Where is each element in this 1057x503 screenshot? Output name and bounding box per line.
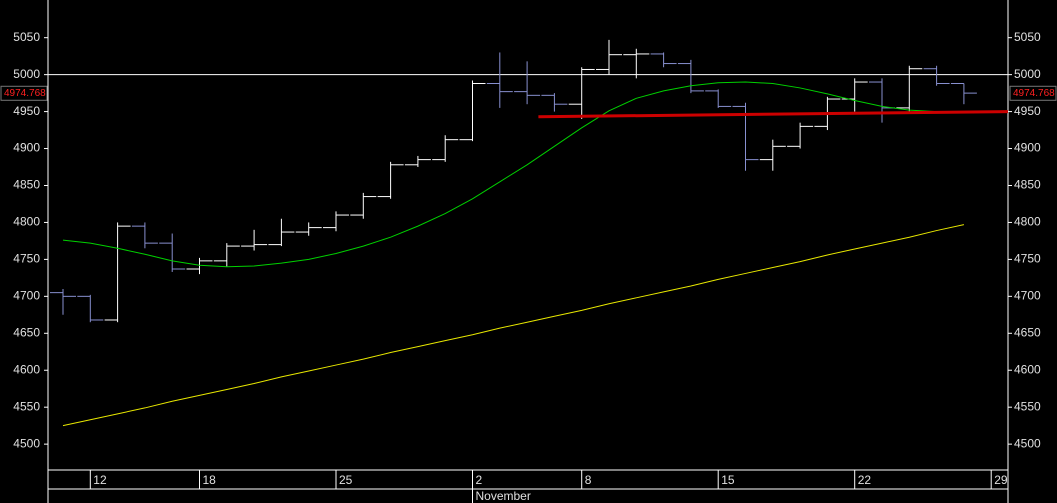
x-tick-label: 18: [203, 473, 217, 487]
x-tick-label: 29: [994, 473, 1008, 487]
y-tick-label-right: 4800: [1014, 215, 1041, 229]
y-tick-label-left: 4750: [13, 252, 40, 266]
y-tick-label-right: 4650: [1014, 325, 1041, 339]
trendline: [538, 110, 1009, 119]
y-tick-label-right: 4900: [1014, 141, 1041, 155]
y-tick-label-left: 4850: [13, 178, 40, 192]
x-tick-label: 8: [585, 473, 592, 487]
last-price-label: 4974.768: [1013, 88, 1055, 99]
y-tick-label-left: 4800: [13, 215, 40, 229]
y-tick-label-left: 4600: [13, 362, 40, 376]
y-tick-label-left: 4550: [13, 399, 40, 413]
y-tick-label-right: 4950: [1014, 104, 1041, 118]
month-label: November: [476, 489, 531, 503]
last-price-label: 4974.768: [4, 88, 46, 99]
y-tick-label-left: 4700: [13, 289, 40, 303]
y-tick-label-right: 4850: [1014, 178, 1041, 192]
x-tick-label: 2: [476, 473, 483, 487]
y-tick-label-right: 4550: [1014, 399, 1041, 413]
y-tick-label-left: 4950: [13, 104, 40, 118]
y-tick-label-left: 4900: [13, 141, 40, 155]
x-tick-label: 12: [93, 473, 107, 487]
y-tick-label-right: 4500: [1014, 436, 1041, 450]
x-tick-label: 15: [721, 473, 735, 487]
y-tick-label-right: 5000: [1014, 67, 1041, 81]
y-tick-label-left: 4500: [13, 436, 40, 450]
moving-average: [62, 81, 964, 268]
last-price-box: [0, 85, 48, 101]
y-tick-label-left: 5000: [13, 67, 40, 81]
y-tick-label-right: 4700: [1014, 289, 1041, 303]
x-tick-label: 22: [858, 473, 872, 487]
y-tick-label-right: 4750: [1014, 252, 1041, 266]
y-tick-label-right: 5050: [1014, 30, 1041, 44]
y-tick-label-left: 5050: [13, 30, 40, 44]
last-price-box: [1009, 85, 1057, 101]
moving-average: [62, 224, 965, 427]
y-tick-label-left: 4650: [13, 325, 40, 339]
y-tick-label-right: 4600: [1014, 362, 1041, 376]
x-tick-label: 25: [339, 473, 353, 487]
